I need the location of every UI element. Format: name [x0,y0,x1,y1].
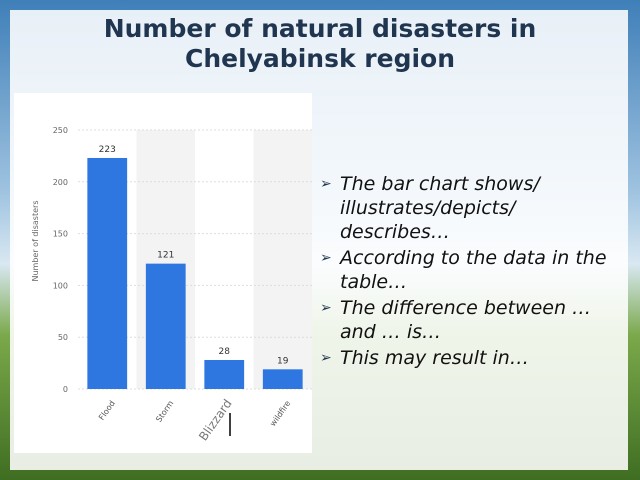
y-axis-label: Number of disasters [31,201,40,282]
bar [204,359,245,389]
bullet: The bar chart shows/ illustrates/depicts… [320,172,625,244]
chart: Number of disasters 050100150200250223Fl… [14,93,312,453]
y-tick-label: 250 [53,126,68,135]
bullet: The difference between … and … is… [320,296,625,344]
bar [87,157,128,389]
y-tick-label: 100 [53,281,68,290]
y-tick-label: 200 [53,178,68,187]
bar [262,369,303,389]
bullet: This may result in… [320,346,625,370]
data-label: 19 [277,356,289,366]
data-label: 28 [219,347,231,357]
y-tick-label: 0 [63,385,68,394]
y-tick-label: 50 [58,333,68,342]
data-label: 223 [99,145,116,155]
column-shade [253,130,312,389]
bullet: According to the data in the table… [320,246,625,294]
bullet-list: The bar chart shows/ illustrates/depicts… [320,172,625,372]
y-tick-label: 150 [53,230,68,239]
bar [145,263,186,389]
slide-title: Number of natural disasters in Chelyabin… [103,14,537,73]
data-label: 121 [157,251,174,261]
